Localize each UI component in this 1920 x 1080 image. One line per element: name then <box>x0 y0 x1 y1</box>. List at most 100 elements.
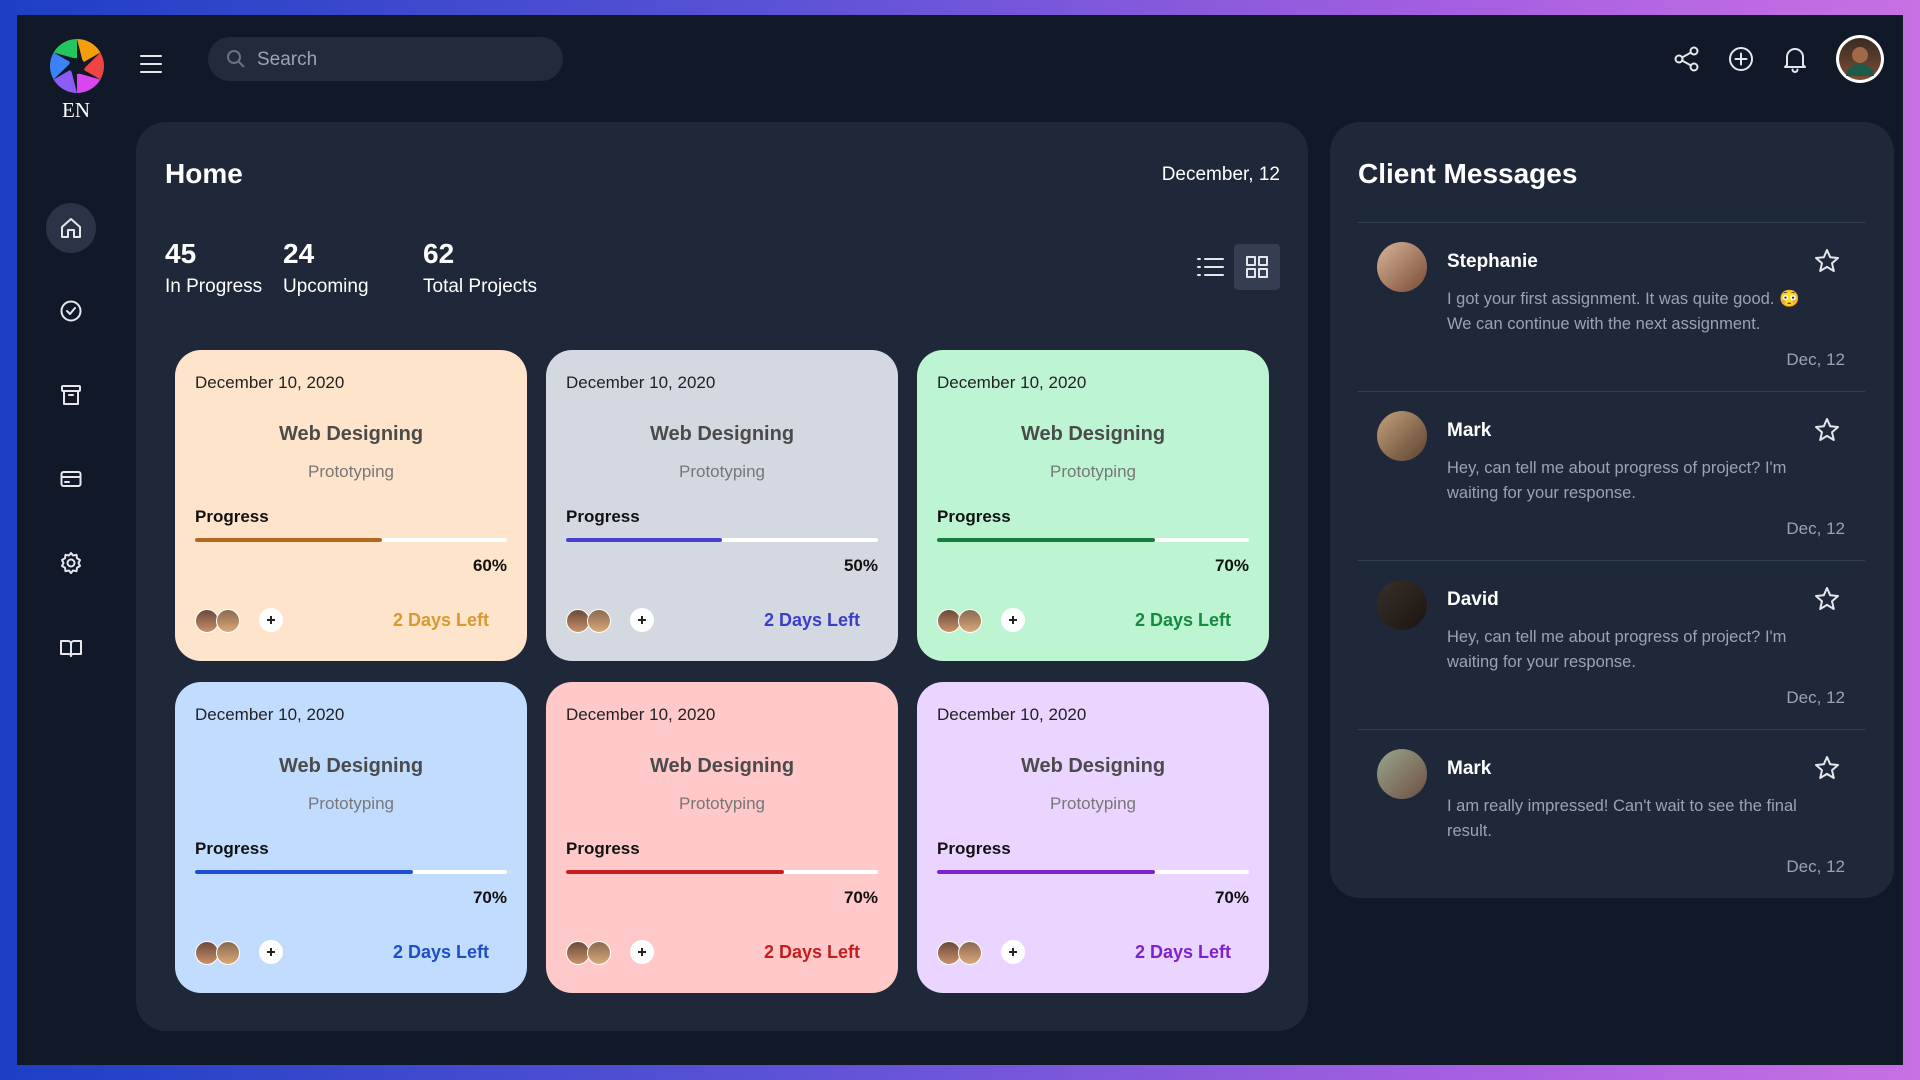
card-subtitle: Prototyping <box>679 794 765 813</box>
member-avatar <box>958 941 982 965</box>
project-card[interactable]: December 10, 2020 Web Designing Prototypin… <box>546 350 898 661</box>
plus-icon <box>267 616 275 624</box>
progress-heading: Progress <box>195 839 269 858</box>
card-title: Web Designing <box>278 423 424 445</box>
menu-button[interactable] <box>139 52 163 76</box>
home-title: Home <box>165 158 243 189</box>
progress-heading: Progress <box>566 839 640 858</box>
client-avatar[interactable] <box>1377 580 1427 630</box>
project-card[interactable]: December 10, 2020 Web Designing Prototypin… <box>917 350 1269 661</box>
days-left: 2 Days Left <box>1134 610 1231 630</box>
plus-icon <box>1009 948 1017 956</box>
stat-value: 62 <box>423 238 455 269</box>
grid-view-button[interactable] <box>1234 244 1280 290</box>
add-button[interactable] <box>1727 45 1755 73</box>
member-avatar <box>195 941 219 965</box>
logo[interactable] <box>48 37 106 95</box>
nav-archive[interactable] <box>59 383 83 407</box>
card-date: December 10, 2020 <box>566 705 716 724</box>
member-avatar <box>587 941 611 965</box>
card-date: December 10, 2020 <box>195 373 345 392</box>
add-member-button[interactable] <box>630 608 654 632</box>
add-member-button[interactable] <box>259 940 283 964</box>
client-name: Stephanie <box>1447 251 1538 272</box>
divider <box>1358 560 1865 561</box>
card-title: Web Designing <box>278 755 424 777</box>
plus-icon <box>267 948 275 956</box>
search-icon <box>227 50 245 68</box>
notifications-button[interactable] <box>1781 45 1809 73</box>
add-member-button[interactable] <box>259 608 283 632</box>
card-subtitle: Prototyping <box>308 462 394 481</box>
stat-label: Upcoming <box>283 276 369 297</box>
project-card[interactable]: December 10, 2020 Web Designing Prototypin… <box>917 682 1269 993</box>
add-member-button[interactable] <box>1001 940 1025 964</box>
progress-bar <box>566 538 722 542</box>
search-placeholder: Search <box>257 49 318 70</box>
message-date: Dec, 12 <box>1786 519 1845 538</box>
message-date: Dec, 12 <box>1786 688 1845 707</box>
plus-icon <box>638 616 646 624</box>
progress-value: 60% <box>472 556 507 575</box>
member-avatar <box>216 609 240 633</box>
plus-icon <box>1009 616 1017 624</box>
client-name: Mark <box>1447 420 1492 441</box>
share-button[interactable] <box>1673 45 1701 73</box>
stat-value: 24 <box>283 238 315 269</box>
message-text: Hey, can tell me about progress of proje… <box>1447 628 1787 671</box>
language[interactable]: EN <box>62 98 90 122</box>
card-subtitle: Prototyping <box>308 794 394 813</box>
message-date: Dec, 12 <box>1786 350 1845 369</box>
user-avatar[interactable] <box>1835 34 1885 84</box>
days-left: 2 Days Left <box>1134 942 1231 962</box>
card-subtitle: Prototyping <box>1050 794 1136 813</box>
days-left: 2 Days Left <box>392 942 489 962</box>
progress-value: 50% <box>843 556 878 575</box>
add-member-button[interactable] <box>1001 608 1025 632</box>
nav-tasks[interactable] <box>59 299 83 323</box>
days-left: 2 Days Left <box>763 942 860 962</box>
nav-home[interactable] <box>59 216 83 240</box>
card-title: Web Designing <box>1020 423 1166 445</box>
add-member-button[interactable] <box>630 940 654 964</box>
progress-value: 70% <box>472 888 507 907</box>
star-icon <box>1815 756 1839 779</box>
star-button[interactable] <box>1814 248 1840 274</box>
nav-cards[interactable] <box>59 467 83 491</box>
card-subtitle: Prototyping <box>679 462 765 481</box>
divider <box>1358 222 1865 223</box>
message-text: I am really impressed! Can't wait to see… <box>1447 797 1797 840</box>
stat-value: 45 <box>165 238 197 269</box>
project-card[interactable]: December 10, 2020 Web Designing Prototypin… <box>175 682 527 993</box>
list-view-button[interactable] <box>1197 256 1225 278</box>
client-avatar[interactable] <box>1377 411 1427 461</box>
star-button[interactable] <box>1814 417 1840 443</box>
member-avatar <box>937 609 961 633</box>
progress-bar <box>195 870 414 874</box>
star-button[interactable] <box>1814 755 1840 781</box>
star-button[interactable] <box>1814 586 1840 612</box>
project-card[interactable]: December 10, 2020 Web Designing Prototypin… <box>175 350 527 661</box>
days-left: 2 Days Left <box>763 610 860 630</box>
card-subtitle: Prototyping <box>1050 462 1136 481</box>
client-name: David <box>1447 589 1499 610</box>
progress-value: 70% <box>843 888 878 907</box>
progress-value: 70% <box>1214 888 1249 907</box>
progress-bar <box>937 870 1156 874</box>
member-avatar <box>216 941 240 965</box>
member-avatar <box>587 609 611 633</box>
message-text: Hey, can tell me about progress of proje… <box>1447 459 1787 502</box>
project-card[interactable]: December 10, 2020 Web Designing Prototypin… <box>546 682 898 993</box>
client-avatar[interactable] <box>1377 749 1427 799</box>
nav-settings[interactable] <box>59 551 83 575</box>
stat-label: In Progress <box>165 276 263 297</box>
member-avatar <box>958 609 982 633</box>
progress-heading: Progress <box>937 839 1011 858</box>
search-box[interactable]: Search <box>208 37 563 81</box>
member-avatar <box>566 609 590 633</box>
nav-docs[interactable] <box>59 636 83 660</box>
card-title: Web Designing <box>649 423 795 445</box>
client-avatar[interactable] <box>1377 242 1427 292</box>
card-date: December 10, 2020 <box>937 373 1087 392</box>
